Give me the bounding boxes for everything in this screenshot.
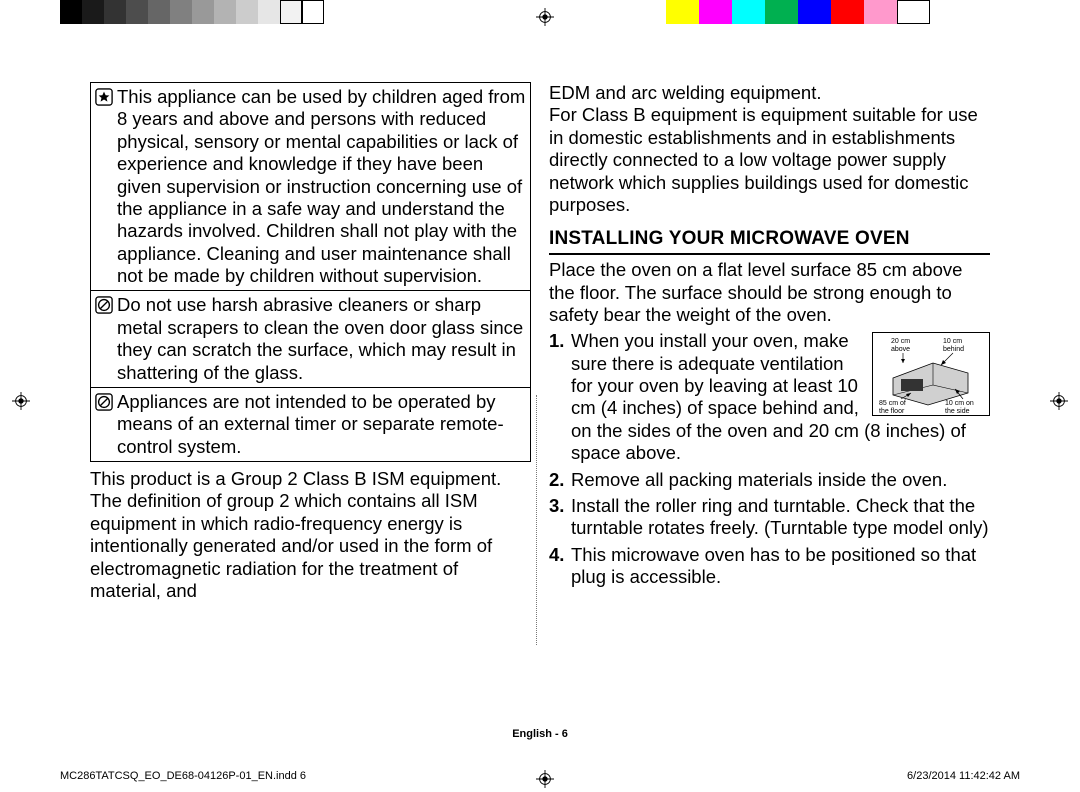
color-calibration-bar [60,0,930,24]
right-column: EDM and arc welding equipment.For Class … [549,82,990,722]
step-number: 2. [549,469,571,491]
clearance-diagram: 20 cmabove 10 cmbehind 85 cm ofthe floor 10… [872,332,990,416]
footline-left: MC286TATCSQ_EO_DE68-04126P-01_EN.indd 6 [60,770,306,782]
step-item: 4.This microwave oven has to be position… [549,544,990,589]
svg-text:10 cm: 10 cm [943,338,962,345]
registration-mark-right [1050,392,1068,410]
svg-text:85 cm of: 85 cm of [879,400,906,407]
step-text: Install the roller ring and turntable. C… [571,495,990,540]
step-text: This microwave oven has to be positioned… [571,544,990,589]
step-number: 3. [549,495,571,540]
column-separator [536,395,537,645]
section-heading-install: INSTALLING YOUR MICROWAVE OVEN [549,228,990,255]
star-icon [95,86,117,287]
install-steps: 1. 20 cmabove 10 cmbehind 85 cm ofthe floor… [549,326,990,588]
left-paragraph: This product is a Group 2 Class B ISM eq… [90,468,531,602]
warning-row: Appliances are not intended to be operat… [91,388,530,461]
registration-mark-top [536,8,554,26]
warning-text: Appliances are not intended to be operat… [117,391,526,458]
warning-box: This appliance can be used by children a… [90,82,531,462]
right-top-paragraph: EDM and arc welding equipment.For Class … [549,82,990,216]
print-footer: MC286TATCSQ_EO_DE68-04126P-01_EN.indd 6 … [60,770,1020,782]
warning-row: Do not use harsh abrasive cleaners or sh… [91,291,530,388]
svg-text:20 cm: 20 cm [891,338,910,345]
left-column: This appliance can be used by children a… [90,82,531,722]
svg-text:the side: the side [945,408,970,415]
prohibit-icon [95,391,117,458]
svg-text:above: above [891,346,910,353]
prohibit-icon [95,294,117,384]
page-content: This appliance can be used by children a… [90,82,990,722]
svg-text:the floor: the floor [879,408,905,415]
warning-text: Do not use harsh abrasive cleaners or sh… [117,294,526,384]
footline-right: 6/23/2014 11:42:42 AM [907,770,1020,782]
step-item: 1. 20 cmabove 10 cmbehind 85 cm ofthe floor… [549,330,990,464]
step-number: 1. [549,330,571,464]
step-item: 2.Remove all packing materials inside th… [549,469,990,491]
step-text: Remove all packing materials inside the … [571,469,990,491]
page-number: English - 6 [0,728,1080,740]
install-intro: Place the oven on a flat level surface 8… [549,259,990,326]
step-number: 4. [549,544,571,589]
svg-text:behind: behind [943,346,964,353]
warning-text: This appliance can be used by children a… [117,86,526,287]
step-text: 20 cmabove 10 cmbehind 85 cm ofthe floor 10… [571,330,990,464]
registration-mark-left [12,392,30,410]
step-item: 3.Install the roller ring and turntable.… [549,495,990,540]
warning-row: This appliance can be used by children a… [91,83,530,291]
svg-text:10 cm on: 10 cm on [945,400,974,407]
